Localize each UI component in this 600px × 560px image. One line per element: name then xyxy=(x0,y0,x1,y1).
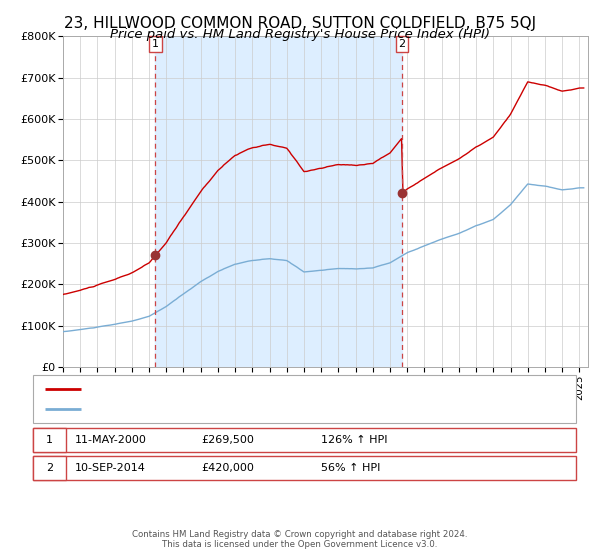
Text: 11-MAY-2000: 11-MAY-2000 xyxy=(75,435,147,445)
Bar xyxy=(155,36,402,367)
Text: 1: 1 xyxy=(46,435,53,445)
Text: 23, HILLWOOD COMMON ROAD, SUTTON COLDFIELD, B75 5QJ: 23, HILLWOOD COMMON ROAD, SUTTON COLDFIE… xyxy=(64,16,536,31)
Text: Contains HM Land Registry data © Crown copyright and database right 2024.: Contains HM Land Registry data © Crown c… xyxy=(132,530,468,539)
Text: 2: 2 xyxy=(398,39,406,49)
Text: 56% ↑ HPI: 56% ↑ HPI xyxy=(321,463,380,473)
Text: 23, HILLWOOD COMMON ROAD, SUTTON COLDFIELD, B75 5QJ (detached house): 23, HILLWOOD COMMON ROAD, SUTTON COLDFIE… xyxy=(87,384,485,394)
Text: £420,000: £420,000 xyxy=(201,463,254,473)
Text: 126% ↑ HPI: 126% ↑ HPI xyxy=(321,435,388,445)
Text: This data is licensed under the Open Government Licence v3.0.: This data is licensed under the Open Gov… xyxy=(163,540,437,549)
Text: 2: 2 xyxy=(46,463,53,473)
Text: £269,500: £269,500 xyxy=(201,435,254,445)
Text: Price paid vs. HM Land Registry's House Price Index (HPI): Price paid vs. HM Land Registry's House … xyxy=(110,28,490,41)
Text: 1: 1 xyxy=(152,39,159,49)
Text: HPI: Average price, detached house, Birmingham: HPI: Average price, detached house, Birm… xyxy=(87,404,332,414)
Text: 10-SEP-2014: 10-SEP-2014 xyxy=(75,463,146,473)
